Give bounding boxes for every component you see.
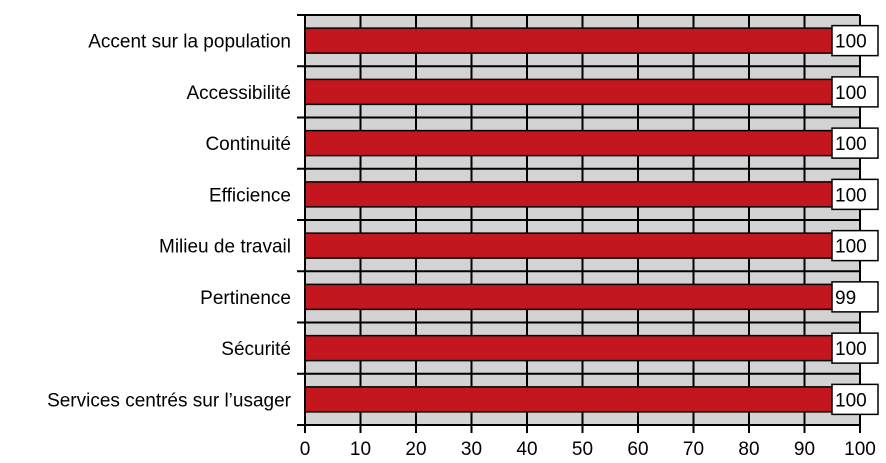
data-label-text: 100 [835,134,867,155]
category-label: Sécurité [221,339,291,360]
bar [304,283,856,311]
x-tick-label: 30 [461,439,482,460]
category-label: Services centrés sur l’usager [47,390,292,411]
category-label: Accent sur la population [88,32,291,53]
data-label: 100 [831,24,879,57]
bar [304,181,861,208]
data-label-text: 100 [835,390,867,411]
bar [304,232,861,259]
data-labels: 100 100 100 100 100 99 100 100 [831,24,879,416]
data-label: 100 [831,127,879,159]
axes [297,14,861,433]
category-label: Efficience [209,185,291,206]
x-tick-label: 10 [350,439,371,460]
data-label-text: 99 [835,288,856,309]
data-label-box [831,229,879,262]
bar [304,78,861,106]
bar [304,334,861,362]
data-label: 99 [831,281,879,313]
bar [304,129,861,157]
data-label: 100 [831,332,879,364]
category-label: Continuité [205,134,291,155]
data-label-box [831,332,879,364]
category-label: Pertinence [200,288,291,309]
data-label-text: 100 [835,32,867,53]
bar-series [304,27,861,413]
bar [304,27,861,54]
category-label: Milieu de travail [159,237,291,258]
data-label-box [831,24,879,57]
data-label-box [831,178,879,211]
data-label: 100 [831,229,879,262]
data-label-text: 100 [835,83,867,104]
category-label: Accessibilité [186,83,291,104]
x-tick-label: 50 [572,439,593,460]
data-label-box [831,127,879,159]
x-tick-label: 60 [627,439,648,460]
x-tick-label: 20 [405,439,426,460]
data-label-text: 100 [835,339,867,360]
data-label-text: 100 [835,185,867,206]
x-tick-label: 40 [516,439,537,460]
x-tick-label: 80 [738,439,759,460]
data-label-box [831,281,879,313]
data-label-box [831,383,879,416]
data-label: 100 [831,76,879,108]
x-tick-label: 70 [683,439,704,460]
x-tick-label: 0 [300,439,311,460]
data-label: 100 [831,178,879,211]
bar [304,386,861,413]
x-tick-label: 90 [794,439,815,460]
data-label-box [831,76,879,108]
x-tick-labels: 0 10 20 30 40 50 60 70 80 90 100 [300,439,876,460]
data-label-text: 100 [835,237,867,258]
data-label: 100 [831,383,879,416]
category-labels: Accent sur la population Accessibilité Con… [47,32,292,412]
x-tick-label: 100 [844,439,876,460]
